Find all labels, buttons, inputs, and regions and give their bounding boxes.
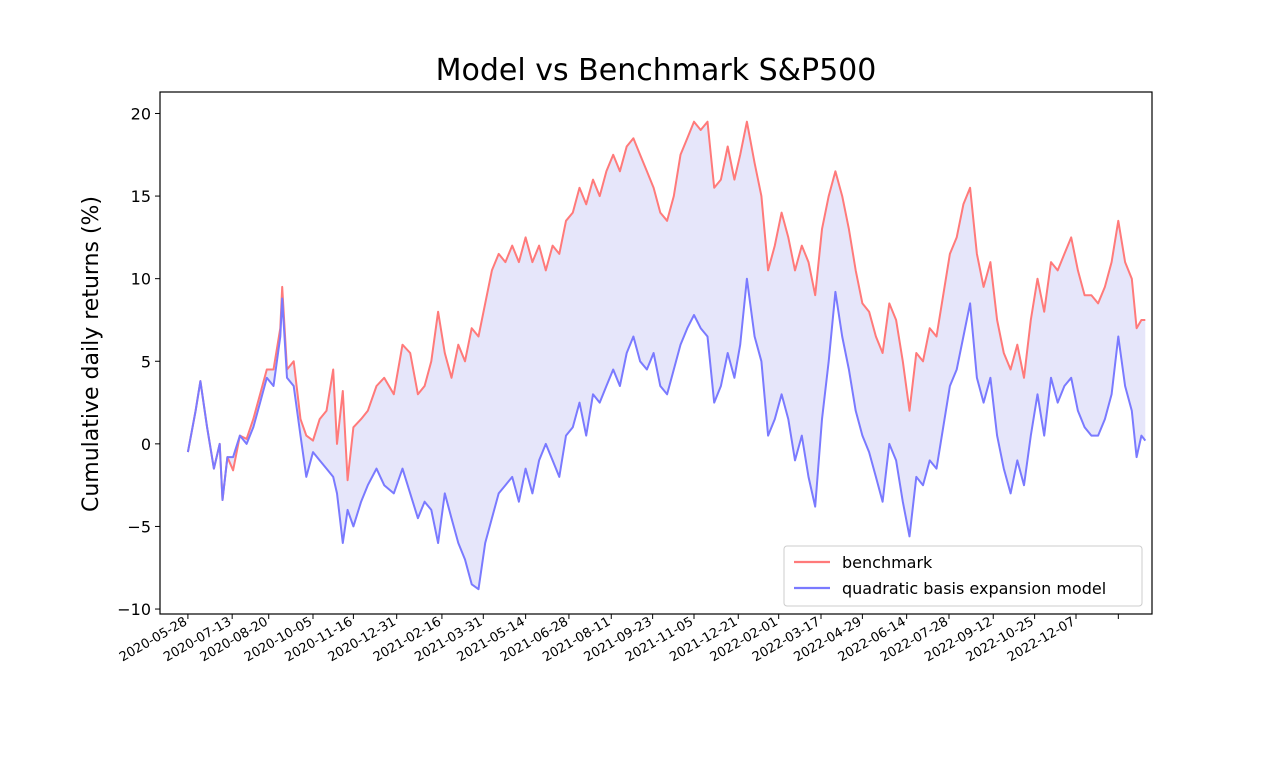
chart-title: Model vs Benchmark S&P500 [436,53,877,88]
series-line-model [186,277,1147,591]
x-axis: 2020-05-282020-07-132020-08-202020-10-05… [117,614,1119,665]
legend-label-benchmark: benchmark [842,553,933,572]
y-axis-label: Cumulative daily returns (%) [79,196,104,512]
y-axis: −10 −5 0 5 10 15 20 [117,104,160,619]
y-tick-label: −5 [127,517,151,536]
plot-frame [159,91,1153,615]
series-line-benchmark [186,120,1146,501]
fill-between-area [187,121,1146,590]
y-tick-label: 15 [131,187,151,206]
y-tick-label: 5 [141,352,151,371]
legend: benchmark quadratic basis expansion mode… [783,545,1143,607]
legend-box [783,545,1143,607]
y-tick-label: 0 [141,435,151,454]
plot-area [186,120,1147,591]
y-tick-label: −10 [117,600,151,619]
y-tick-label: 20 [131,104,151,123]
legend-label-model: quadratic basis expansion model [842,579,1106,598]
y-tick-label: 10 [131,270,151,289]
